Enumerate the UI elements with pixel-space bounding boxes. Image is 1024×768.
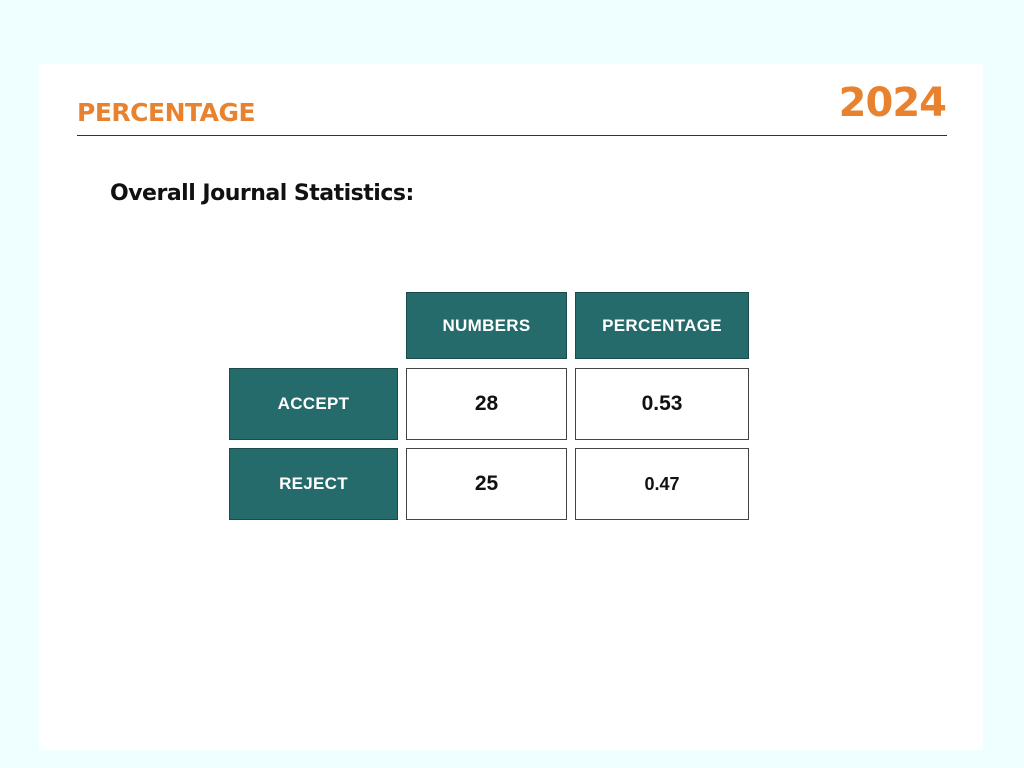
slide: PERCENTAGE 2024 Overall Journal Statisti… (39, 64, 983, 750)
row-label-accept: ACCEPT (229, 368, 398, 440)
row-label-reject: REJECT (229, 448, 398, 520)
column-header-percentage: PERCENTAGE (575, 292, 749, 359)
cell-accept-number: 28 (406, 368, 567, 440)
column-header-numbers: NUMBERS (406, 292, 567, 359)
cell-reject-percentage: 0.47 (575, 448, 749, 520)
header-title: PERCENTAGE (77, 98, 256, 127)
section-heading: Overall Journal Statistics: (110, 181, 414, 206)
header-year: 2024 (838, 80, 947, 126)
cell-accept-percentage: 0.53 (575, 368, 749, 440)
cell-reject-number: 25 (406, 448, 567, 520)
header-divider (77, 135, 947, 136)
